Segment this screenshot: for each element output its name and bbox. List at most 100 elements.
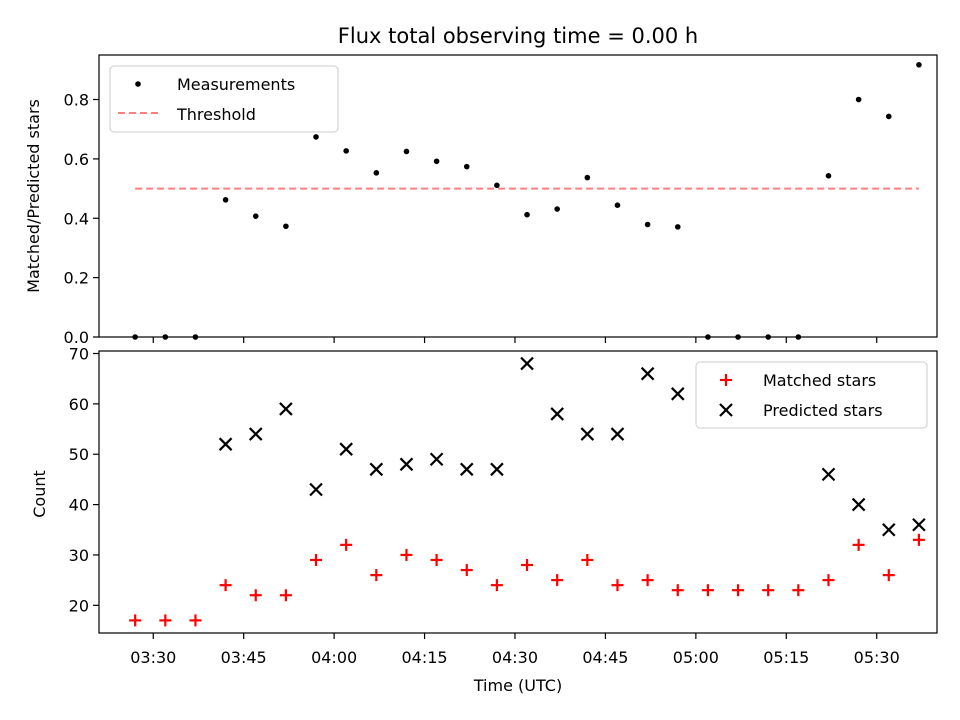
- count-legend: Matched stars Predicted stars: [695, 361, 928, 429]
- x-tick-label: 05:00: [673, 648, 719, 667]
- matched-star-point: [762, 584, 775, 597]
- matched-star-point: [310, 553, 323, 566]
- predicted-star-point: [429, 452, 444, 467]
- ratio-y-axis-label: Matched/Predicted stars: [24, 99, 43, 293]
- ratio-y-tick-label: 0.2: [64, 269, 89, 288]
- matched-star-point: [219, 579, 232, 592]
- x-tick-label: 05:30: [854, 648, 900, 667]
- measurement-point: [644, 221, 651, 228]
- x-tick-label: 04:15: [401, 648, 447, 667]
- matched-star-point: [129, 614, 142, 627]
- count-y-ticks: 20 30 40 50 60 70: [69, 345, 99, 615]
- legend-matched-marker: [720, 374, 732, 386]
- predicted-star-point: [881, 522, 896, 537]
- ratio-legend-frame: [109, 65, 339, 133]
- predicted-star-point: [459, 462, 474, 477]
- matched-star-point: [671, 584, 684, 597]
- predicted-star-point: [490, 462, 504, 477]
- count-y-tick-label: 30: [69, 546, 89, 565]
- measurement-point: [463, 163, 470, 170]
- measurement-point: [403, 148, 410, 155]
- matched-star-point: [792, 584, 805, 597]
- measurement-point: [554, 206, 560, 212]
- x-tick-label: 04:30: [492, 648, 538, 667]
- matched-star-point: [279, 589, 292, 602]
- legend-measurements-label: Measurements: [177, 75, 295, 94]
- ratio-panel: 0.00.20.40.60.8 Matched/Predicted stars …: [24, 54, 938, 347]
- measurement-point: [614, 202, 621, 209]
- ratio-y-tick-label: 0.8: [64, 91, 89, 110]
- measurement-point: [524, 211, 530, 218]
- predicted-star-point: [369, 462, 384, 477]
- count-y-tick-label: 70: [69, 345, 89, 364]
- ratio-axes-frame: [98, 54, 938, 338]
- matched-stars-points: [129, 533, 925, 627]
- count-panel: 20 30 40 50 60 70 03:30 03:45 04:00 04:15 04:30 04…: [30, 345, 938, 695]
- matched-star-point: [732, 584, 745, 597]
- predicted-star-point: [851, 497, 866, 512]
- predicted-star-point: [640, 366, 655, 381]
- matched-star-point: [490, 579, 503, 592]
- matched-star-point: [701, 584, 714, 597]
- x-axis-label: Time (UTC): [473, 676, 562, 695]
- predicted-star-point: [339, 442, 353, 456]
- matched-star-point: [340, 538, 353, 551]
- matched-star-point: [400, 548, 413, 561]
- legend-measurements-marker: [135, 81, 141, 87]
- matched-star-point: [882, 569, 895, 582]
- matched-star-point: [611, 579, 624, 592]
- predicted-star-point: [550, 407, 564, 421]
- measurement-point: [885, 113, 892, 120]
- predicted-star-point: [399, 457, 414, 472]
- count-x-ticks: 03:30 03:45 04:00 04:15 04:30 04:45 05:00 05:15…: [130, 633, 900, 667]
- matched-star-point: [189, 614, 202, 627]
- predicted-stars-points: [218, 356, 926, 537]
- predicted-star-point: [279, 402, 293, 416]
- ratio-y-ticks: 0.0 0.2 0.4 0.6 0.8: [64, 91, 99, 347]
- count-axes-frame: [98, 350, 938, 634]
- measurement-point: [343, 148, 349, 154]
- x-tick-label: 04:45: [582, 648, 628, 667]
- count-legend-frame: [695, 361, 928, 429]
- count-y-tick-label: 50: [69, 445, 89, 464]
- matched-star-point: [521, 559, 534, 572]
- x-tick-label: 05:15: [763, 648, 809, 667]
- measurement-point: [855, 96, 862, 103]
- matched-star-point: [912, 533, 925, 546]
- matched-star-point: [551, 574, 564, 587]
- measurement-point: [283, 223, 289, 230]
- measurement-point: [674, 224, 681, 230]
- x-tick-label: 03:45: [221, 648, 267, 667]
- legend-predicted-marker: [719, 403, 733, 417]
- predicted-star-point: [580, 427, 595, 441]
- matched-star-point: [852, 538, 865, 551]
- count-y-axis-label: Count: [30, 470, 49, 518]
- predicted-star-point: [912, 517, 926, 532]
- matched-star-point: [581, 553, 594, 566]
- measurement-point: [433, 158, 440, 165]
- predicted-star-point: [248, 427, 263, 441]
- legend-predicted-label: Predicted stars: [763, 401, 883, 420]
- measurement-point: [252, 213, 259, 219]
- x-tick-label: 03:30: [130, 648, 176, 667]
- predicted-star-point: [309, 482, 323, 497]
- predicted-star-point: [218, 437, 233, 451]
- predicted-star-point: [610, 427, 625, 441]
- count-y-tick-label: 40: [69, 496, 89, 515]
- ratio-y-tick-label: 0.0: [64, 328, 89, 347]
- measurement-point: [825, 173, 832, 179]
- matched-star-point: [822, 574, 835, 587]
- predicted-star-point: [670, 387, 685, 401]
- measurement-point: [373, 170, 380, 176]
- count-y-tick-label: 60: [69, 395, 89, 414]
- predicted-star-point: [821, 467, 836, 482]
- measurement-point: [494, 182, 500, 189]
- ratio-y-tick-label: 0.4: [64, 209, 89, 228]
- measurement-point: [584, 174, 591, 181]
- measurement-point: [222, 197, 229, 203]
- matched-star-point: [249, 589, 262, 602]
- matched-star-point: [159, 614, 172, 627]
- measurement-point: [916, 61, 922, 68]
- matched-star-point: [370, 569, 383, 582]
- matched-star-point: [430, 553, 443, 566]
